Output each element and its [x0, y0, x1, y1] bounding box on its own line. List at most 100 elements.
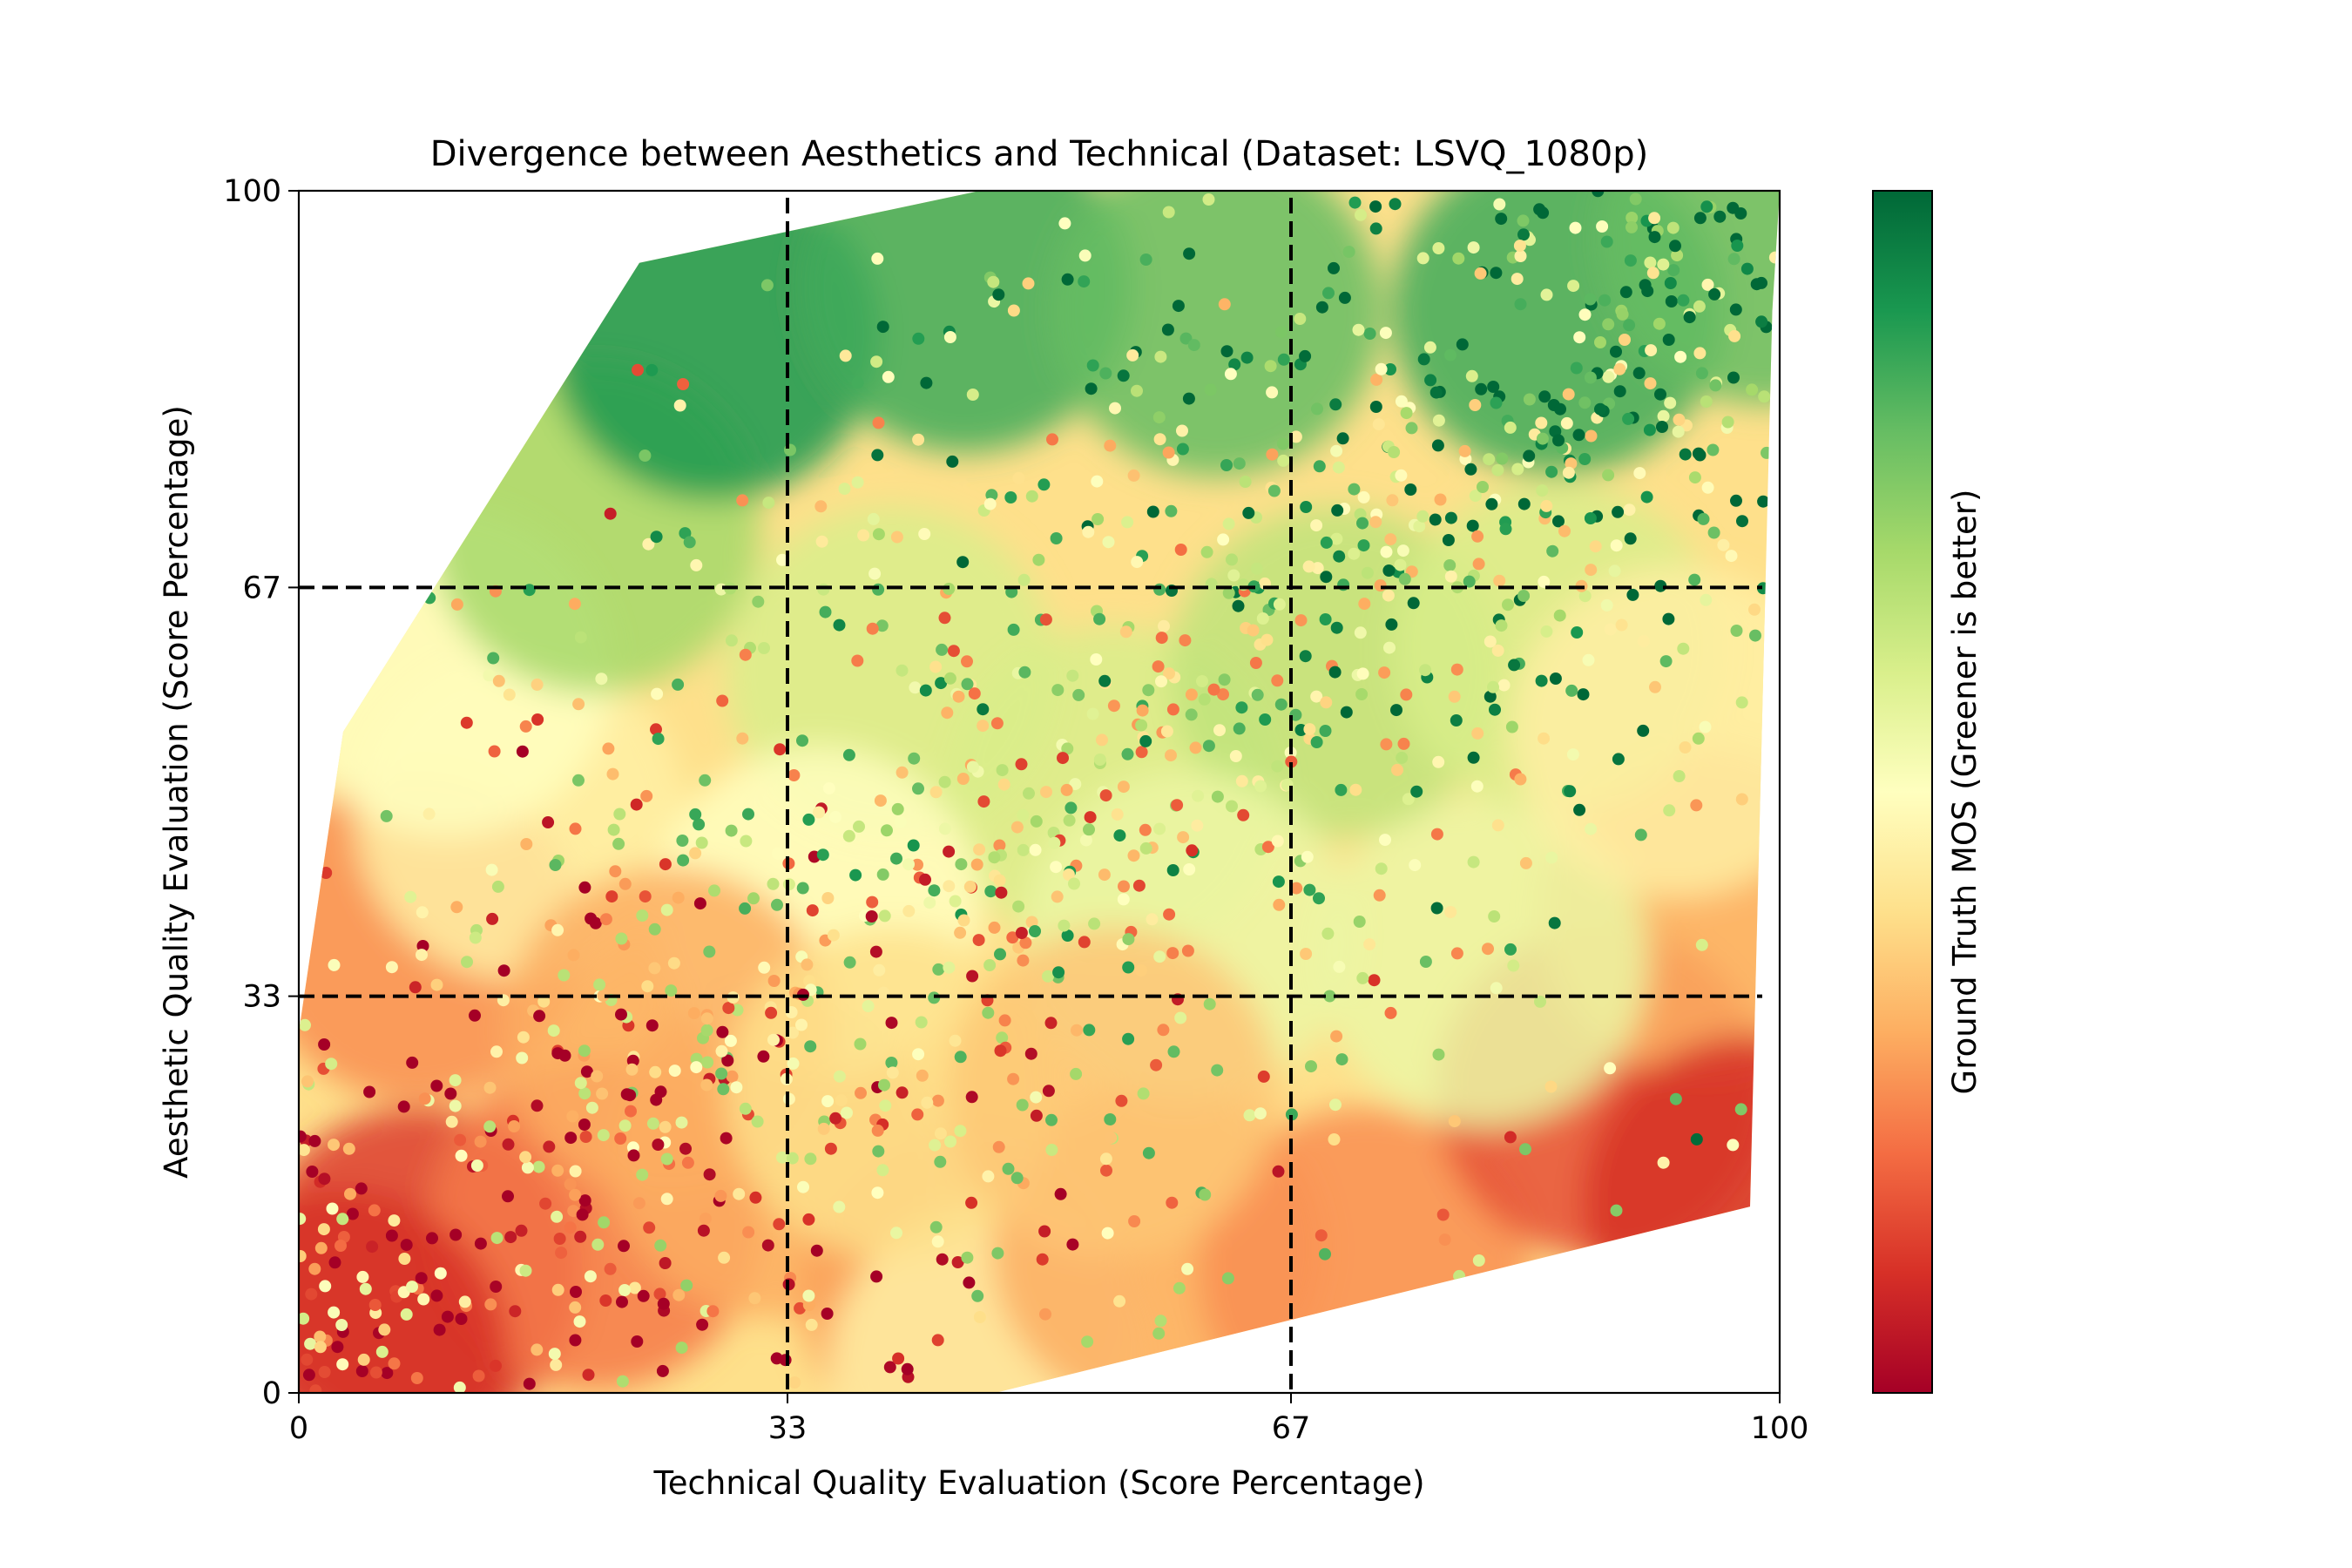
- data-point: [637, 1289, 650, 1302]
- data-point: [1150, 1058, 1163, 1071]
- data-point: [1740, 262, 1754, 275]
- data-point: [318, 1038, 331, 1051]
- data-point: [418, 1092, 431, 1105]
- data-point: [328, 958, 341, 971]
- data-point: [1519, 856, 1532, 869]
- data-point: [1748, 603, 1761, 616]
- data-point: [1523, 449, 1536, 463]
- data-point: [752, 595, 765, 608]
- data-point: [1042, 1085, 1055, 1098]
- data-point: [1471, 727, 1484, 740]
- data-point: [954, 926, 967, 939]
- data-point: [344, 1187, 356, 1200]
- data-point: [1545, 851, 1558, 864]
- data-point: [574, 1230, 587, 1243]
- data-point: [566, 1110, 579, 1123]
- data-point: [1659, 655, 1673, 668]
- data-point: [1404, 483, 1417, 496]
- data-point: [1173, 1281, 1186, 1294]
- data-point: [1471, 530, 1484, 543]
- data-point: [517, 1031, 530, 1044]
- data-point: [765, 1006, 778, 1019]
- data-point: [449, 1228, 463, 1241]
- data-point: [553, 1233, 566, 1245]
- data-point: [944, 1135, 956, 1148]
- data-point: [660, 1193, 673, 1206]
- data-point: [1624, 532, 1637, 545]
- data-point: [943, 880, 956, 893]
- data-point: [725, 824, 738, 837]
- data-point: [483, 669, 496, 682]
- data-point: [1688, 573, 1701, 586]
- data-point: [1389, 198, 1402, 211]
- data-point: [1091, 475, 1104, 488]
- data-point: [1450, 947, 1463, 960]
- data-point: [867, 512, 880, 525]
- data-point: [502, 1190, 514, 1203]
- data-point: [1761, 446, 1773, 459]
- data-point: [1395, 395, 1408, 408]
- data-point: [568, 598, 581, 611]
- data-point: [1463, 575, 1476, 588]
- data-point: [1571, 626, 1584, 639]
- data-point: [1464, 463, 1477, 476]
- data-point: [1423, 341, 1436, 354]
- data-point: [1693, 212, 1707, 225]
- data-point: [1331, 504, 1344, 517]
- data-point: [1222, 517, 1235, 531]
- data-point: [1402, 793, 1415, 806]
- data-point: [1379, 834, 1391, 847]
- data-point: [1084, 811, 1097, 824]
- data-point: [1594, 402, 1606, 416]
- data-point: [760, 279, 774, 292]
- data-point: [1615, 618, 1628, 632]
- data-point: [648, 962, 661, 975]
- data-point: [699, 774, 712, 787]
- data-point: [1538, 390, 1551, 403]
- data-point: [716, 694, 729, 707]
- data-point: [434, 1267, 447, 1280]
- data-point: [1199, 1188, 1212, 1201]
- data-point: [1612, 505, 1625, 518]
- data-point: [708, 884, 720, 897]
- data-point: [916, 1069, 929, 1082]
- data-point: [1078, 249, 1092, 262]
- data-point: [1224, 368, 1237, 381]
- data-point: [299, 1312, 310, 1325]
- data-point: [1356, 517, 1369, 530]
- data-point: [1667, 264, 1680, 277]
- data-point: [1294, 313, 1307, 325]
- data-point: [564, 1178, 577, 1191]
- data-point: [582, 1369, 595, 1382]
- data-point: [516, 745, 529, 758]
- data-point: [1648, 212, 1661, 225]
- data-point: [1619, 334, 1631, 346]
- data-point: [736, 494, 749, 507]
- data-point: [1172, 300, 1185, 313]
- data-point: [1204, 383, 1217, 396]
- data-point: [305, 1288, 318, 1301]
- data-point: [1205, 578, 1218, 591]
- data-point: [346, 1207, 359, 1220]
- data-point: [450, 598, 463, 611]
- data-point: [433, 1323, 446, 1336]
- data-point: [355, 1182, 368, 1195]
- data-point: [1006, 931, 1019, 944]
- data-point: [1538, 575, 1551, 588]
- data-point: [871, 252, 884, 265]
- data-point: [650, 723, 662, 736]
- data-point: [1319, 725, 1332, 737]
- data-point: [855, 1086, 867, 1099]
- data-point: [1444, 570, 1457, 583]
- data-point: [886, 1066, 899, 1079]
- data-point: [430, 978, 443, 991]
- data-point: [833, 1200, 846, 1213]
- data-point: [1699, 720, 1712, 733]
- data-point: [1688, 471, 1701, 484]
- data-point: [1493, 574, 1506, 587]
- data-point: [1432, 1048, 1445, 1061]
- data-point: [1643, 423, 1656, 436]
- data-point: [1697, 512, 1710, 525]
- y-tick-label: 67: [242, 571, 281, 605]
- data-point: [1217, 533, 1230, 546]
